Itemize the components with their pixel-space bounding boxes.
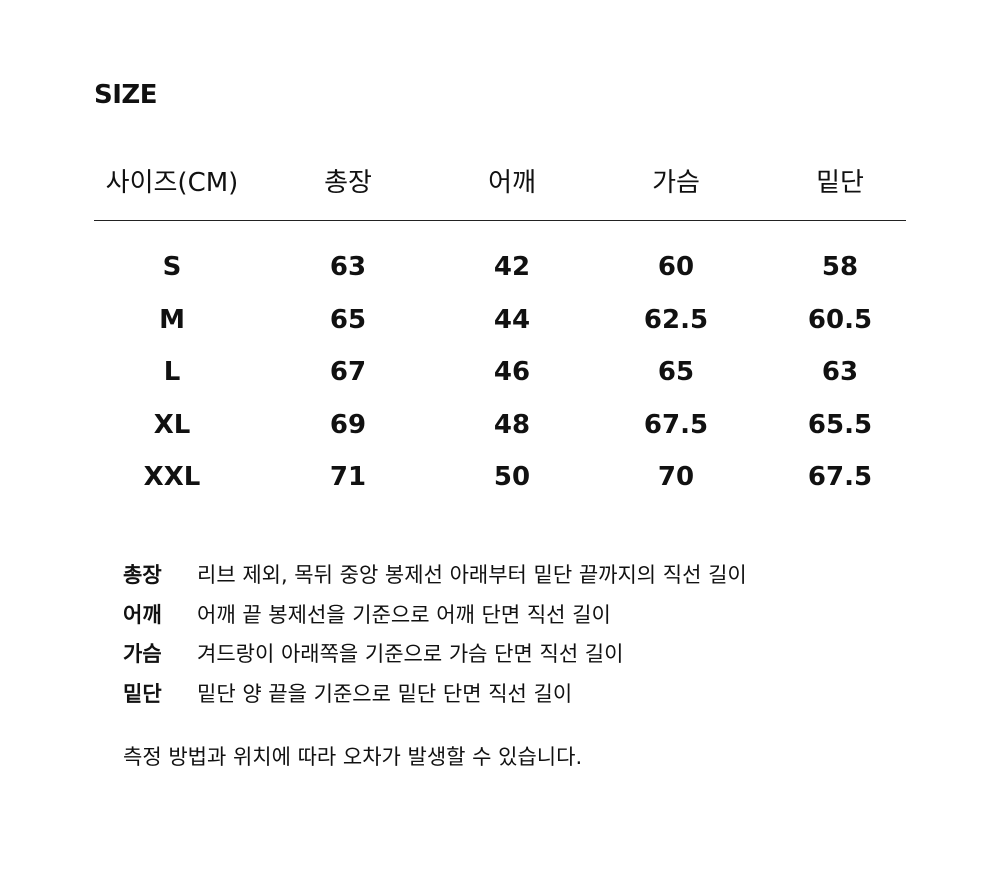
size-label: S (162, 252, 182, 282)
table-row: XXL 71 50 70 67.5 (0, 457, 1000, 497)
size-value: 62.5 (643, 304, 709, 335)
table-header-row: 사이즈(CM) 총장 어깨 가슴 밑단 (0, 163, 1000, 203)
note-text: 겨드랑이 아래쪽을 기준으로 가슴 단면 직선 길이 (197, 642, 624, 666)
header-cell: 총장 (324, 168, 372, 198)
table-row: M 65 44 62.5 60.5 (0, 300, 1000, 340)
size-value: 67.5 (643, 409, 709, 440)
disclaimer: 측정 방법과 위치에 따라 오차가 발생할 수 있습니다. (123, 745, 583, 769)
note-text: 밑단 양 끝을 기준으로 밑단 단면 직선 길이 (197, 681, 573, 706)
size-value: 65.5 (807, 409, 873, 440)
size-label: M (159, 304, 185, 335)
size-value: 63 (329, 252, 367, 282)
note-label: 가슴 (123, 642, 162, 666)
size-value: 50 (493, 462, 531, 492)
section-title: SIZE (94, 80, 158, 110)
header-cell: 어깨 (488, 168, 536, 198)
note-label: 어깨 (123, 602, 162, 627)
note-item: 밑단 밑단 양 끝을 기준으로 밑단 단면 직선 길이 (123, 679, 572, 709)
size-label: XXL (143, 462, 201, 492)
size-value: 46 (493, 357, 531, 387)
size-value: 71 (329, 462, 367, 492)
size-value: 65 (657, 357, 695, 387)
note-text: 리브 제외, 목뒤 중앙 봉제선 아래부터 밑단 끝까지의 직선 길이 (197, 563, 747, 587)
note-text: 어깨 끝 봉제선을 기준으로 어깨 단면 직선 길이 (197, 602, 611, 627)
size-value: 67 (329, 357, 367, 387)
header-cell: 사이즈(CM) (105, 168, 239, 198)
size-label: XL (153, 409, 191, 440)
table-row: S 63 42 60 58 (0, 247, 1000, 287)
note-item: 가슴 겨드랑이 아래쪽을 기준으로 가슴 단면 직선 길이 (123, 639, 623, 669)
size-value: 58 (821, 252, 859, 282)
size-value: 48 (493, 409, 531, 440)
size-label: L (163, 357, 181, 387)
size-value: 67.5 (807, 462, 873, 492)
note-label: 밑단 (123, 681, 162, 706)
size-value: 60.5 (807, 304, 873, 335)
header-cell: 가슴 (652, 168, 700, 198)
size-value: 44 (493, 304, 531, 335)
header-divider (94, 220, 906, 221)
header-cell: 밑단 (816, 168, 864, 198)
table-row: L 67 46 65 63 (0, 352, 1000, 392)
size-value: 69 (329, 409, 367, 440)
size-value: 60 (657, 252, 695, 282)
note-item: 총장 리브 제외, 목뒤 중앙 봉제선 아래부터 밑단 끝까지의 직선 길이 (123, 560, 747, 590)
note-item: 어깨 어깨 끝 봉제선을 기준으로 어깨 단면 직선 길이 (123, 600, 611, 630)
size-value: 42 (493, 252, 531, 282)
note-label: 총장 (123, 563, 162, 587)
size-value: 65 (329, 304, 367, 335)
table-row: XL 69 48 67.5 65.5 (0, 405, 1000, 445)
size-value: 70 (657, 462, 695, 492)
size-value: 63 (821, 357, 859, 387)
